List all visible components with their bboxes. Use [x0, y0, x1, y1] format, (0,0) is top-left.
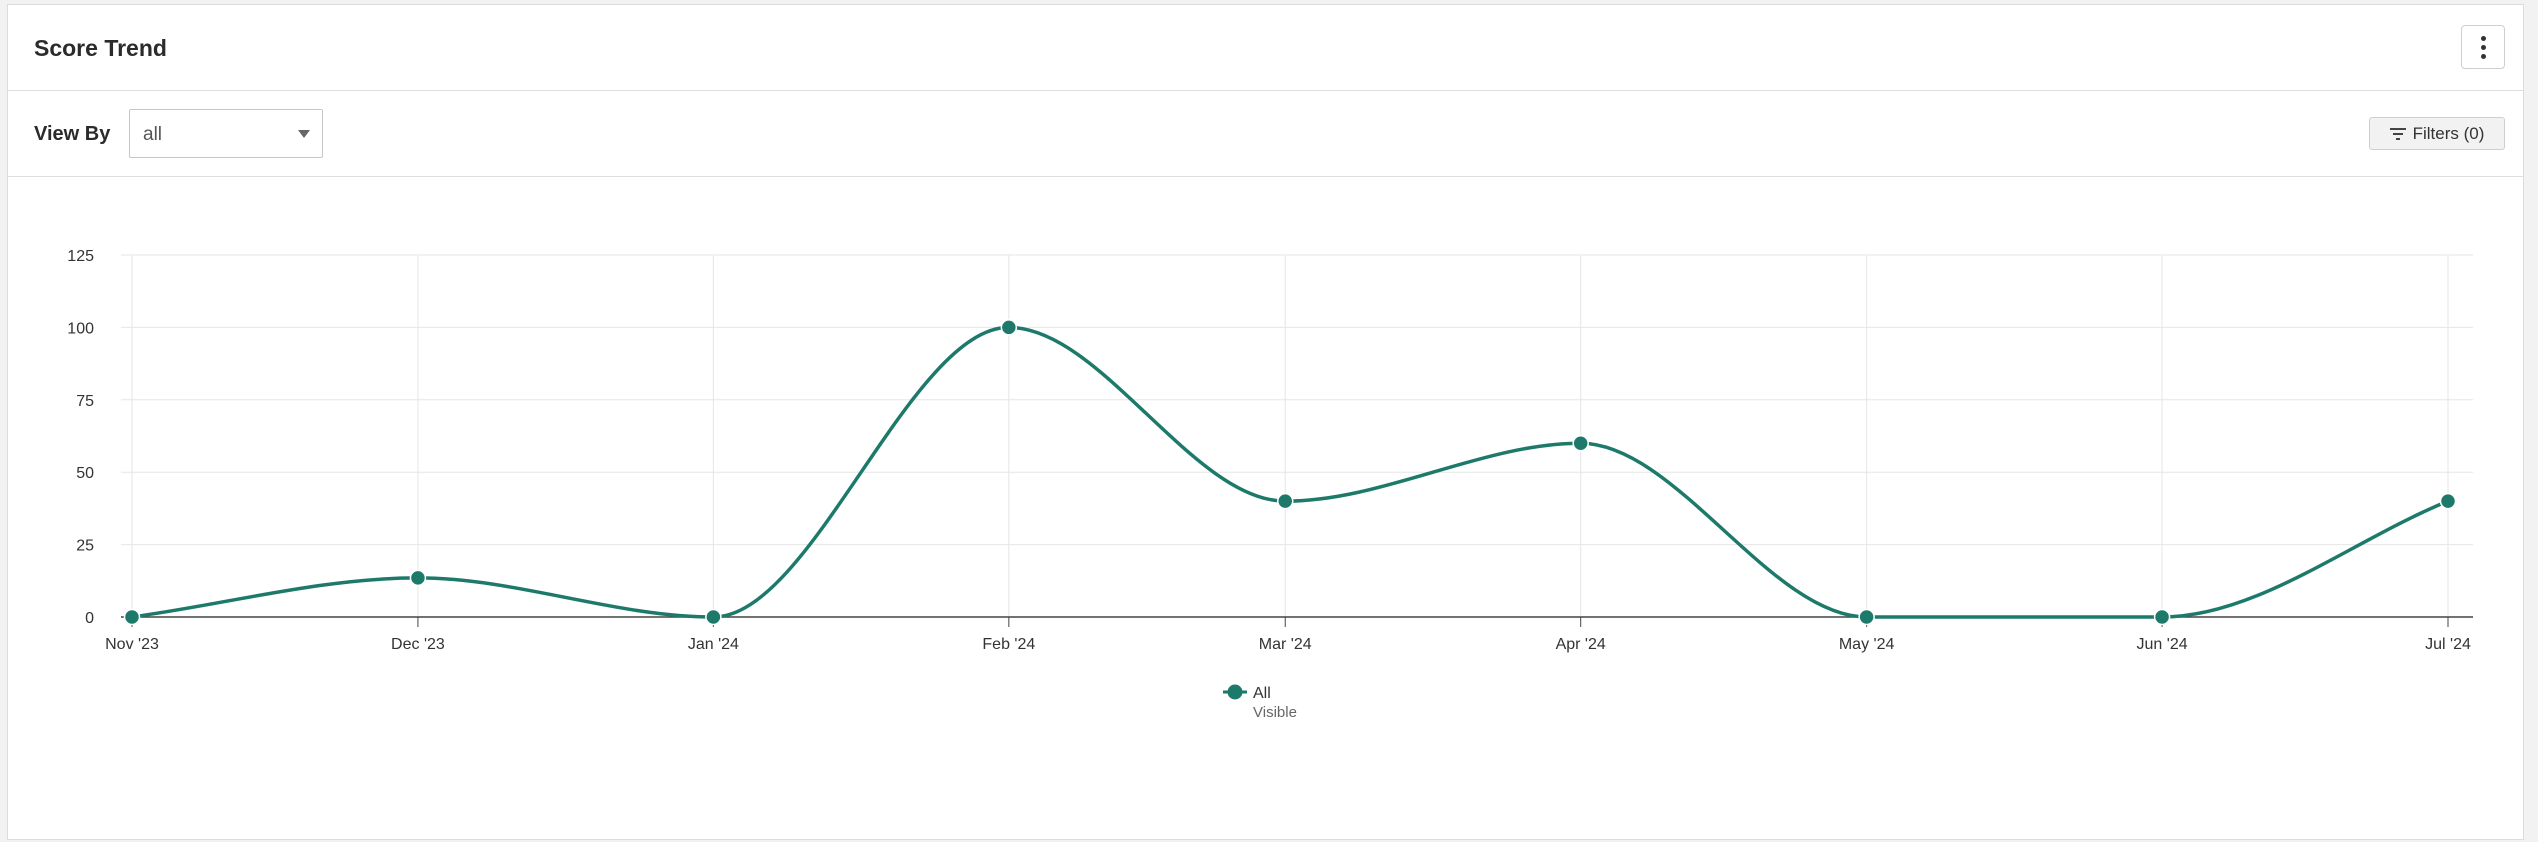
- view-by-selected-value: all: [143, 124, 163, 145]
- x-tick-label: Jan '24: [688, 636, 739, 653]
- view-by-select[interactable]: all: [129, 109, 323, 158]
- view-by-label: View By: [34, 123, 111, 145]
- x-tick-label: Apr '24: [1556, 636, 1606, 653]
- caret-down-icon: [298, 130, 310, 138]
- y-tick-label: 50: [76, 465, 94, 482]
- data-point: [1858, 608, 1875, 626]
- data-point: [2439, 492, 2457, 510]
- score-trend-chart: 0 25 50 75 100 125 Nov '23 Dec '23 Jan '24 Feb '2…: [67, 248, 2473, 721]
- chart-toolbar: View By all Filters (0): [8, 91, 2523, 177]
- y-tick-label: 75: [76, 393, 94, 410]
- score-trend-panel: Score Trend View By all Filters (0) 0 25 5…: [7, 4, 2524, 840]
- data-point: [1000, 319, 1018, 336]
- x-tick-label: May '24: [1839, 636, 1895, 653]
- x-tick-label: Dec '23: [391, 636, 445, 653]
- x-tick-label: Jun '24: [2137, 636, 2188, 653]
- legend-series-status: Visible: [1253, 704, 1297, 721]
- y-tick-label: 100: [67, 320, 94, 337]
- data-point: [409, 569, 427, 587]
- data-point: [2153, 608, 2171, 626]
- filters-button[interactable]: Filters (0): [2369, 117, 2505, 150]
- x-tick-label: Nov '23: [105, 636, 159, 653]
- y-tick-label: 25: [76, 538, 94, 555]
- data-point: [1276, 492, 1294, 510]
- data-point: [1572, 434, 1589, 452]
- series-line: [131, 325, 2449, 619]
- filter-lines-icon: [2389, 127, 2406, 140]
- filters-label: Filters (0): [2412, 123, 2485, 143]
- legend-swatch-marker: [1227, 684, 1243, 700]
- panel-header: Score Trend: [8, 5, 2523, 91]
- x-tick-label: Feb '24: [982, 636, 1035, 653]
- more-vertical-icon: [2480, 35, 2486, 41]
- x-tick-label: Jul '24: [2425, 636, 2471, 653]
- data-point: [123, 608, 141, 626]
- data-point: [705, 608, 722, 626]
- y-tick-label: 125: [67, 248, 94, 265]
- legend-series-name: All: [1253, 685, 1271, 702]
- more-options-button[interactable]: [2461, 25, 2505, 69]
- x-tick-label: Mar '24: [1259, 636, 1312, 653]
- chart-area: 0 25 50 75 100 125 Nov '23 Dec '23 Jan '24 Feb '2…: [8, 177, 2525, 837]
- panel-title: Score Trend: [34, 35, 167, 61]
- y-tick-label: 0: [85, 610, 94, 627]
